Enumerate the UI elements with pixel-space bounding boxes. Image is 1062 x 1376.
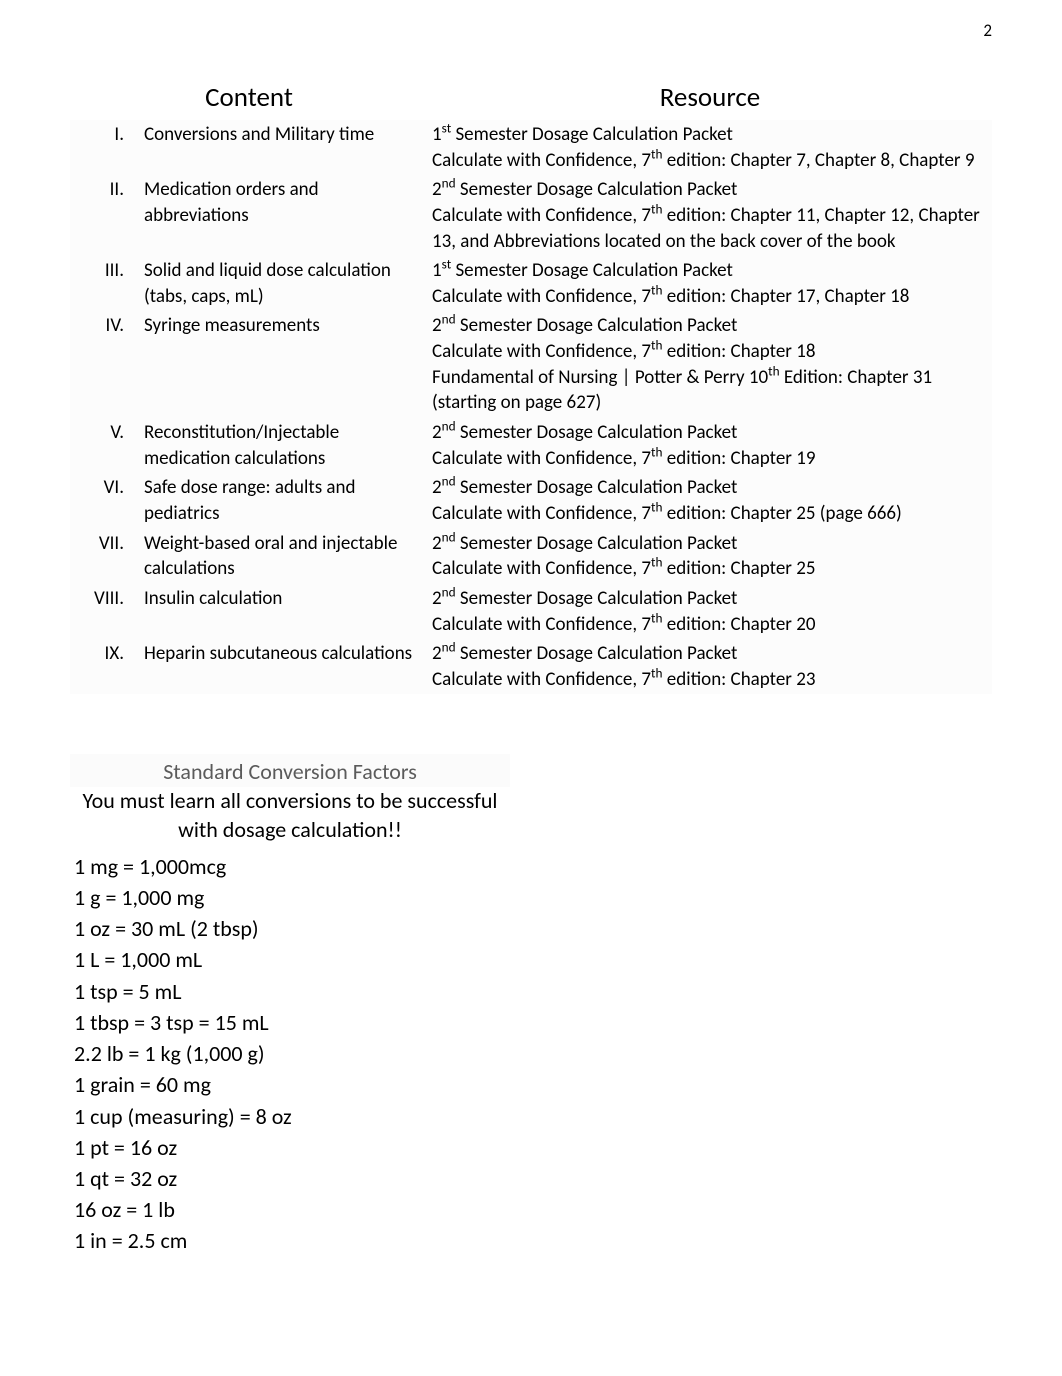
table-row: IV.Syringe measurements2nd Semester Dosa… — [70, 311, 992, 418]
row-resource: 2nd Semester Dosage Calculation PacketCa… — [428, 529, 992, 584]
row-number: V. — [70, 418, 140, 473]
table-row: VIII.Insulin calculation2nd Semester Dos… — [70, 584, 992, 639]
table-row: VII.Weight-based oral and injectable cal… — [70, 529, 992, 584]
table-header-row: Content Resource — [70, 80, 992, 120]
resource-line: Calculate with Confidence, 7th edition: … — [432, 612, 988, 638]
row-topic: Weight-based oral and injectable calcula… — [140, 529, 428, 584]
resource-line: Calculate with Confidence, 7th edition: … — [432, 203, 988, 254]
row-number: VII. — [70, 529, 140, 584]
resource-line: Calculate with Confidence, 7th edition: … — [432, 556, 988, 582]
conversion-item: 16 oz = 1 lb — [74, 1194, 510, 1225]
resource-line: Calculate with Confidence, 7th edition: … — [432, 339, 988, 365]
table-row: V.Reconstitution/Injectable medication c… — [70, 418, 992, 473]
content-resource-table: Content Resource I.Conversions and Milit… — [70, 80, 992, 694]
conversion-box: Standard Conversion Factors You must lea… — [70, 754, 510, 1256]
resource-line: Calculate with Confidence, 7th edition: … — [432, 501, 988, 527]
conversion-item: 2.2 lb = 1 kg (1,000 g) — [74, 1038, 510, 1069]
resource-line: 2nd Semester Dosage Calculation Packet — [432, 177, 988, 203]
row-resource: 2nd Semester Dosage Calculation PacketCa… — [428, 584, 992, 639]
row-topic: Conversions and Military time — [140, 120, 428, 175]
conversion-item: 1 tbsp = 3 tsp = 15 mL — [74, 1007, 510, 1038]
conversion-item: 1 grain = 60 mg — [74, 1069, 510, 1100]
resource-line: 2nd Semester Dosage Calculation Packet — [432, 420, 988, 446]
spacer — [70, 694, 992, 744]
conversion-item: 1 qt = 32 oz — [74, 1163, 510, 1194]
resource-line: Calculate with Confidence, 7th edition: … — [432, 446, 988, 472]
conversion-title: Standard Conversion Factors — [70, 754, 510, 787]
conversion-item: 1 mg = 1,000mcg — [74, 851, 510, 882]
conversion-list: 1 mg = 1,000mcg1 g = 1,000 mg1 oz = 30 m… — [70, 851, 510, 1257]
row-number: I. — [70, 120, 140, 175]
row-resource: 1st Semester Dosage Calculation PacketCa… — [428, 120, 992, 175]
row-topic: Medication orders and abbreviations — [140, 175, 428, 256]
resource-line: 2nd Semester Dosage Calculation Packet — [432, 641, 988, 667]
row-number: II. — [70, 175, 140, 256]
resource-line: 2nd Semester Dosage Calculation Packet — [432, 586, 988, 612]
row-topic: Heparin subcutaneous calculations — [140, 639, 428, 694]
row-resource: 2nd Semester Dosage Calculation PacketCa… — [428, 473, 992, 528]
row-topic: Insulin calculation — [140, 584, 428, 639]
conversion-item: 1 in = 2.5 cm — [74, 1225, 510, 1256]
resource-line: Calculate with Confidence, 7th edition: … — [432, 148, 988, 174]
row-resource: 2nd Semester Dosage Calculation PacketCa… — [428, 175, 992, 256]
row-number: III. — [70, 256, 140, 311]
table-row: IX.Heparin subcutaneous calculations2nd … — [70, 639, 992, 694]
row-resource: 2nd Semester Dosage Calculation PacketCa… — [428, 639, 992, 694]
header-content: Content — [70, 80, 428, 120]
resource-line: Fundamental of Nursing | Potter & Perry … — [432, 365, 988, 416]
conversion-item: 1 pt = 16 oz — [74, 1132, 510, 1163]
row-resource: 2nd Semester Dosage Calculation PacketCa… — [428, 418, 992, 473]
row-topic: Syringe measurements — [140, 311, 428, 418]
conversion-item: 1 oz = 30 mL (2 tbsp) — [74, 913, 510, 944]
resource-line: Calculate with Confidence, 7th edition: … — [432, 284, 988, 310]
row-resource: 1st Semester Dosage Calculation PacketCa… — [428, 256, 992, 311]
table-row: III.Solid and liquid dose calculation (t… — [70, 256, 992, 311]
resource-line: 2nd Semester Dosage Calculation Packet — [432, 531, 988, 557]
conversion-item: 1 cup (measuring) = 8 oz — [74, 1101, 510, 1132]
resource-line: 2nd Semester Dosage Calculation Packet — [432, 313, 988, 339]
row-resource: 2nd Semester Dosage Calculation PacketCa… — [428, 311, 992, 418]
resource-line: 1st Semester Dosage Calculation Packet — [432, 258, 988, 284]
header-resource: Resource — [428, 80, 992, 120]
conversion-item: 1 tsp = 5 mL — [74, 976, 510, 1007]
conversion-item: 1 L = 1,000 mL — [74, 944, 510, 975]
row-number: VI. — [70, 473, 140, 528]
resource-line: 1st Semester Dosage Calculation Packet — [432, 122, 988, 148]
row-topic: Reconstitution/Injectable medication cal… — [140, 418, 428, 473]
resource-line: 2nd Semester Dosage Calculation Packet — [432, 475, 988, 501]
row-number: VIII. — [70, 584, 140, 639]
table-row: VI.Safe dose range: adults and pediatric… — [70, 473, 992, 528]
conversion-subtitle: You must learn all conversions to be suc… — [70, 787, 510, 850]
row-topic: Solid and liquid dose calculation (tabs,… — [140, 256, 428, 311]
row-topic: Safe dose range: adults and pediatrics — [140, 473, 428, 528]
table-row: I.Conversions and Military time1st Semes… — [70, 120, 992, 175]
row-number: IX. — [70, 639, 140, 694]
page-number: 2 — [983, 20, 992, 41]
page: 2 Content Resource I.Conversions and Mil… — [0, 0, 1062, 1376]
row-number: IV. — [70, 311, 140, 418]
resource-line: Calculate with Confidence, 7th edition: … — [432, 667, 988, 693]
table-row: II.Medication orders and abbreviations2n… — [70, 175, 992, 256]
conversion-item: 1 g = 1,000 mg — [74, 882, 510, 913]
